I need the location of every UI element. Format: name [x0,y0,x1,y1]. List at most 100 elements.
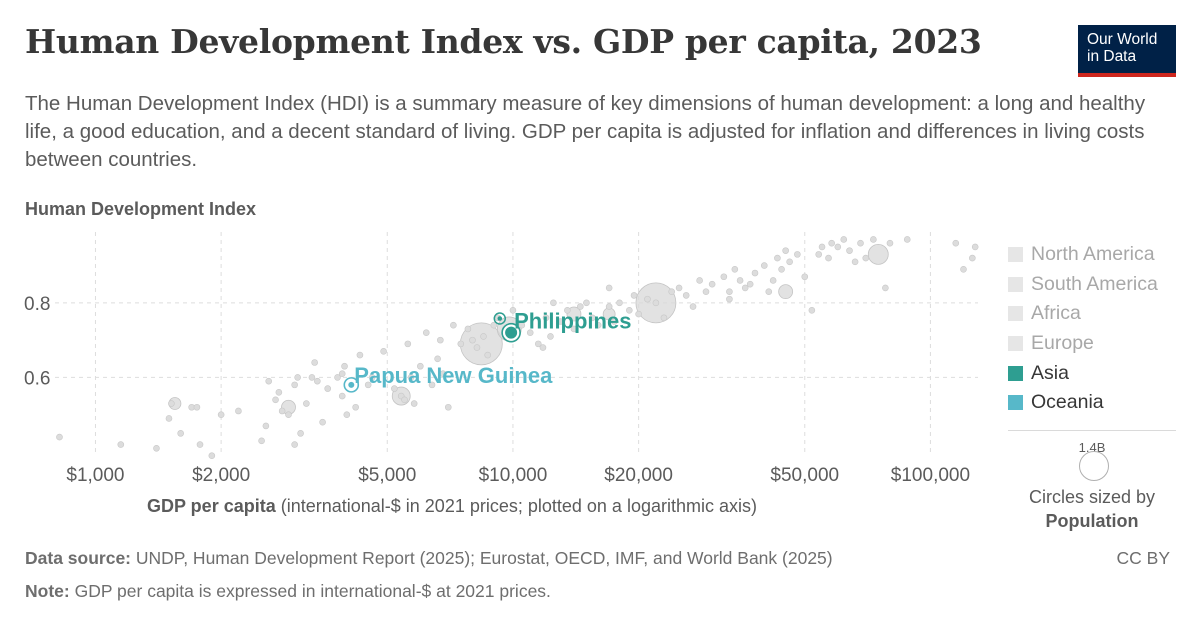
data-point [760,262,768,269]
data-point [726,295,733,303]
data-point [971,243,979,251]
data-point [825,254,832,262]
data-point [801,273,809,281]
data-point [857,239,864,247]
data-point [960,265,967,273]
legend-item[interactable]: Europe [1008,329,1158,359]
x-axis-title-rest: (international-$ in 2021 prices; plotted… [275,496,757,516]
data-point [708,280,716,288]
data-point [547,333,554,340]
data-point [437,336,444,344]
data-point [407,374,415,381]
x-tick-label: $100,000 [891,465,970,486]
legend-label: Africa [1031,302,1081,325]
legend-item[interactable]: Asia [1008,358,1158,388]
data-point [117,441,125,448]
data-point [428,381,436,389]
data-point [410,400,418,407]
size-legend-circle [1079,451,1109,481]
data-point [235,407,242,415]
data-point [720,273,728,281]
owid-logo[interactable]: Our World in Data [1078,25,1176,77]
data-point [153,444,160,452]
data-point [660,314,668,322]
legend-swatch [1008,365,1023,381]
data-point [196,441,204,448]
data-point [635,310,642,318]
data-point [422,329,430,336]
data-point [828,239,835,247]
data-point [867,243,889,265]
legend-label: Oceania [1031,391,1104,414]
legend-label: Europe [1031,332,1094,355]
data-point [782,247,789,254]
legend-item[interactable]: North America [1008,240,1158,270]
legend-swatch [1008,395,1023,411]
data-point [570,325,578,333]
data-point [177,430,184,437]
data-point [444,403,452,411]
data-point [464,325,472,333]
chart-note: Note: GDP per capita is expressed in int… [25,581,551,602]
data-point [258,437,265,445]
data-point [469,336,476,344]
data-point [285,411,292,419]
data-point [741,284,749,292]
logo-text: Our World in Data [1087,31,1173,65]
data-source-text: UNDP, Human Development Report (2025); E… [131,548,833,568]
data-point [208,452,216,460]
data-point [291,441,298,448]
x-tick-label: $5,000 [358,465,416,486]
logo-accent-bar [1078,73,1176,77]
data-point [319,418,326,426]
data-point [534,340,542,348]
note-label: Note: [25,581,70,601]
data-point [668,288,675,295]
data-point [439,370,447,377]
data-point [404,340,412,348]
size-legend-caption: Circles sized by [1028,487,1156,507]
data-point [417,362,424,370]
data-point [518,321,526,329]
data-point [314,377,321,385]
data-point [862,254,870,262]
data-point [969,254,976,262]
data-point [564,307,571,314]
data-point [311,359,318,366]
data-point [56,433,63,441]
y-tick-label: 0.6 [24,368,50,389]
data-point [343,411,351,419]
x-tick-label: $10,000 [479,465,548,486]
size-legend-variable: Population [1045,511,1139,531]
data-point [480,333,487,340]
data-point [401,396,408,404]
logo-line-1: Our World [1087,31,1158,48]
data-point [778,265,785,273]
data-point [275,389,283,396]
license-link[interactable]: CC BY [1116,548,1170,568]
legend-item[interactable]: Oceania [1008,388,1158,418]
legend-item[interactable]: South America [1008,270,1158,300]
data-point [605,284,613,292]
data-point [550,299,557,307]
data-point [338,370,346,377]
data-point [380,348,387,355]
data-point [308,374,316,381]
data-point [484,351,491,359]
legend-label: North America [1031,243,1155,266]
data-point [539,344,547,351]
data-point [272,396,279,404]
data-point [324,385,332,392]
data-point [577,303,584,310]
y-axis-title: Human Development Index [25,199,257,219]
data-point [815,251,823,258]
data-point [778,284,794,300]
data-point [765,288,773,295]
data-point [193,403,201,411]
data-point [605,303,613,310]
data-point [682,292,690,299]
data-point [834,243,842,251]
legend-item[interactable]: Africa [1008,299,1158,329]
x-tick-label: $20,000 [604,465,673,486]
data-point [626,307,633,314]
